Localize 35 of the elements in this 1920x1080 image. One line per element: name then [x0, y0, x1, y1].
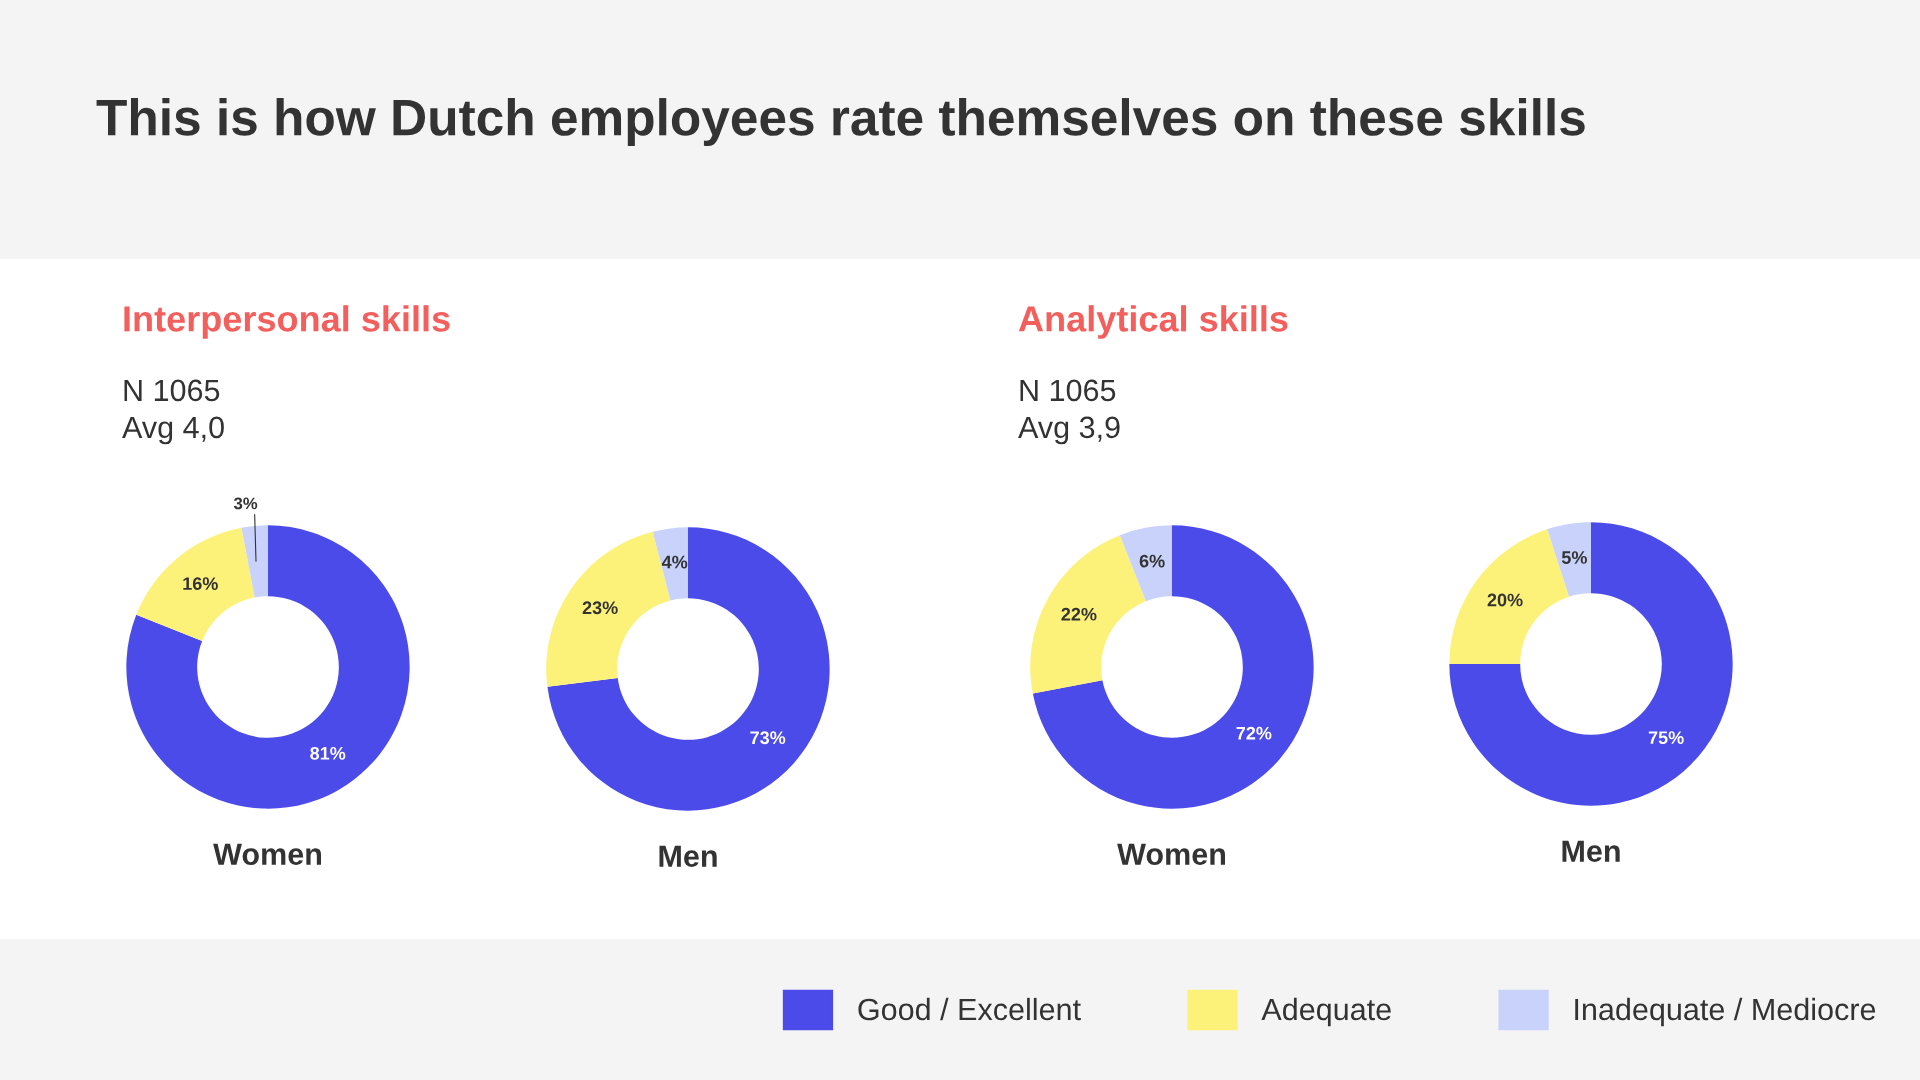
text: Men [659, 845, 717, 867]
chart-subtitle: Analytical skills [1018, 305, 1288, 339]
text: Avg 4,0 [122, 416, 224, 445]
text: Avg 3,9 [1018, 416, 1120, 445]
text: N 1065 [124, 379, 220, 402]
data-label: 73% [750, 731, 786, 745]
data-label: 4% [661, 555, 688, 569]
legend-label: Good / Excellent [858, 997, 1081, 1021]
donut-slice [1449, 522, 1733, 806]
data-label: 6% [1139, 554, 1165, 568]
donut-slice [241, 525, 268, 598]
legend-label: Adequate [1261, 997, 1391, 1027]
data-label: 3% [233, 497, 258, 510]
donut-slice [126, 525, 410, 809]
text: Women [1117, 843, 1226, 865]
data-label: 16% [183, 577, 218, 590]
text: Women [213, 843, 322, 865]
text: N 1065 [1020, 379, 1116, 402]
data-label: 81% [310, 746, 346, 760]
legend-label: Inadequate / Mediocre [1575, 997, 1876, 1027]
data-label: 23% [582, 601, 618, 615]
donut-slice [136, 527, 255, 641]
text: Men [1562, 840, 1620, 862]
chart-title: This is how Dutch employees rate themselves on these skills [96, 98, 1585, 146]
data-label: 75% [1648, 731, 1684, 744]
donut-slice [1119, 525, 1172, 602]
donut-slice [1032, 525, 1314, 809]
chart-subtitle: Interpersonal skills [124, 305, 450, 339]
data-label: 72% [1236, 726, 1272, 740]
data-label: 22% [1061, 607, 1097, 621]
donut-slice [1547, 522, 1591, 597]
data-label: 5% [1561, 551, 1587, 564]
donut-slice [547, 527, 830, 811]
data-label: 20% [1487, 593, 1523, 607]
donut-slice [652, 527, 688, 601]
